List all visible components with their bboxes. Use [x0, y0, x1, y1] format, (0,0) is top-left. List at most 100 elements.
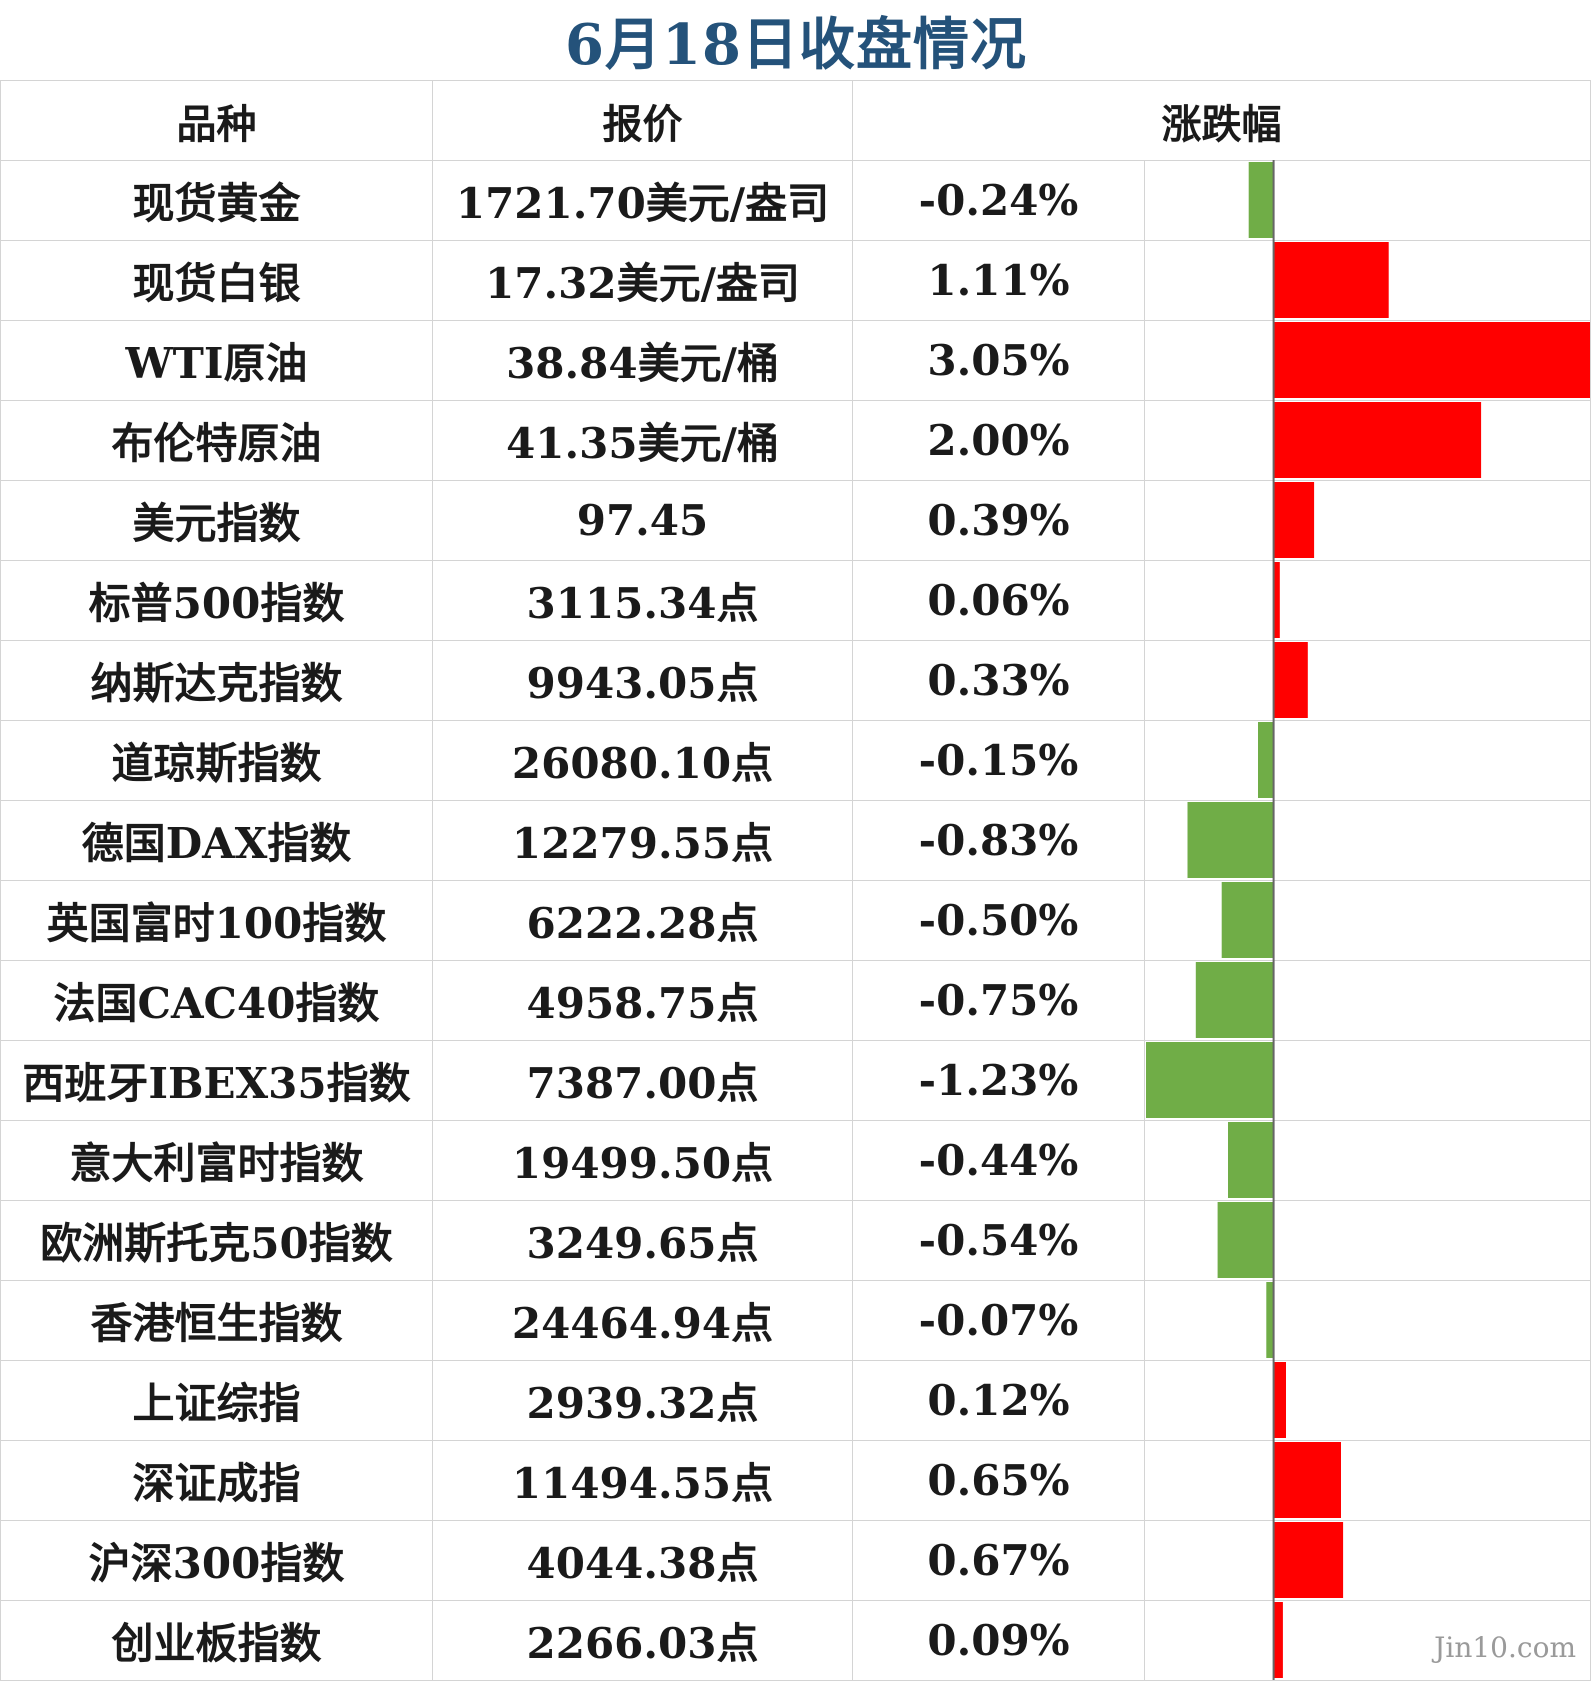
header-name: 品种: [0, 80, 433, 161]
row-bar-cell: [1144, 1600, 1591, 1681]
row-price: 38.84美元/桶: [432, 320, 853, 401]
row-name: 道琼斯指数: [0, 720, 433, 801]
row-price: 3249.65点: [432, 1200, 853, 1281]
table-row: 德国DAX指数 12279.55点 -0.83%: [0, 800, 1591, 881]
table-row: 西班牙IBEX35指数 7387.00点 -1.23%: [0, 1040, 1591, 1121]
row-bar-cell: [1144, 880, 1591, 961]
table-row: 美元指数 97.45 0.39%: [0, 480, 1591, 561]
row-bar-cell: [1144, 1520, 1591, 1601]
row-name: 法国CAC40指数: [0, 960, 433, 1041]
table-row: 香港恒生指数 24464.94点 -0.07%: [0, 1280, 1591, 1361]
row-change: -0.44%: [852, 1120, 1145, 1201]
table-row: 法国CAC40指数 4958.75点 -0.75%: [0, 960, 1591, 1041]
row-name: 美元指数: [0, 480, 433, 561]
table-row: 道琼斯指数 26080.10点 -0.15%: [0, 720, 1591, 801]
row-change: 2.00%: [852, 400, 1145, 481]
row-change: 0.33%: [852, 640, 1145, 721]
row-change: -1.23%: [852, 1040, 1145, 1121]
watermark: Jin10.com: [1434, 1631, 1576, 1664]
row-bar-cell: [1144, 1040, 1591, 1121]
row-name: 英国富时100指数: [0, 880, 433, 961]
page-title: 6月18日收盘情况: [565, 11, 1027, 78]
table-row: 上证综指 2939.32点 0.12%: [0, 1360, 1591, 1441]
row-price: 9943.05点: [432, 640, 853, 721]
row-change: 0.12%: [852, 1360, 1145, 1441]
row-bar-cell: [1144, 800, 1591, 881]
row-name: 香港恒生指数: [0, 1280, 433, 1361]
row-change: 0.65%: [852, 1440, 1145, 1521]
row-price: 2939.32点: [432, 1360, 853, 1441]
row-name: 创业板指数: [0, 1600, 433, 1681]
row-name: WTI原油: [0, 320, 433, 401]
table-row: 布伦特原油 41.35美元/桶 2.00%: [0, 400, 1591, 481]
table-row: WTI原油 38.84美元/桶 3.05%: [0, 320, 1591, 401]
row-change: 0.39%: [852, 480, 1145, 561]
row-bar-cell: [1144, 1200, 1591, 1281]
row-bar-cell: [1144, 560, 1591, 641]
row-change: 0.06%: [852, 560, 1145, 641]
row-price: 19499.50点: [432, 1120, 853, 1201]
table-row: 纳斯达克指数 9943.05点 0.33%: [0, 640, 1591, 721]
row-name: 意大利富时指数: [0, 1120, 433, 1201]
row-price: 11494.55点: [432, 1440, 853, 1521]
row-change: -0.07%: [852, 1280, 1145, 1361]
row-name: 标普500指数: [0, 560, 433, 641]
row-change: -0.50%: [852, 880, 1145, 961]
row-price: 12279.55点: [432, 800, 853, 881]
row-name: 德国DAX指数: [0, 800, 433, 881]
quotes-table: 品种 报价 涨跌幅 现货黄金 1721.70美元/盎司 -0.24% 现货白银 17.3…: [0, 80, 1591, 1681]
row-change: -0.15%: [852, 720, 1145, 801]
row-name: 布伦特原油: [0, 400, 433, 481]
row-change: -0.75%: [852, 960, 1145, 1041]
row-price: 26080.10点: [432, 720, 853, 801]
table-row: 现货黄金 1721.70美元/盎司 -0.24%: [0, 160, 1591, 241]
row-bar-cell: [1144, 400, 1591, 481]
header-price: 报价: [432, 80, 853, 161]
row-price: 97.45: [432, 480, 853, 561]
table-row: 意大利富时指数 19499.50点 -0.44%: [0, 1120, 1591, 1201]
row-price: 7387.00点: [432, 1040, 853, 1121]
row-bar-cell: [1144, 480, 1591, 561]
row-bar-cell: [1144, 240, 1591, 321]
row-price: 4958.75点: [432, 960, 853, 1041]
row-name: 欧洲斯托克50指数: [0, 1200, 433, 1281]
row-bar-cell: [1144, 960, 1591, 1041]
table-row: 标普500指数 3115.34点 0.06%: [0, 560, 1591, 641]
row-name: 沪深300指数: [0, 1520, 433, 1601]
row-name: 上证综指: [0, 1360, 433, 1441]
table-row: 英国富时100指数 6222.28点 -0.50%: [0, 880, 1591, 961]
row-bar-cell: [1144, 640, 1591, 721]
row-bar-cell: [1144, 1120, 1591, 1201]
table-body: 现货黄金 1721.70美元/盎司 -0.24% 现货白银 17.32美元/盎司 1.11…: [0, 160, 1591, 1681]
row-name: 现货黄金: [0, 160, 433, 241]
row-price: 2266.03点: [432, 1600, 853, 1681]
row-bar-cell: [1144, 1360, 1591, 1441]
row-name: 深证成指: [0, 1440, 433, 1521]
row-change: 1.11%: [852, 240, 1145, 321]
row-name: 现货白银: [0, 240, 433, 321]
row-price: 1721.70美元/盎司: [432, 160, 853, 241]
row-price: 4044.38点: [432, 1520, 853, 1601]
row-bar-cell: [1144, 160, 1591, 241]
table-row: 创业板指数 2266.03点 0.09%: [0, 1600, 1591, 1681]
row-bar-cell: [1144, 720, 1591, 801]
row-name: 纳斯达克指数: [0, 640, 433, 721]
table-row: 深证成指 11494.55点 0.65%: [0, 1440, 1591, 1521]
row-price: 41.35美元/桶: [432, 400, 853, 481]
table-row: 现货白银 17.32美元/盎司 1.11%: [0, 240, 1591, 321]
header-change: 涨跌幅: [852, 80, 1591, 161]
table-row: 欧洲斯托克50指数 3249.65点 -0.54%: [0, 1200, 1591, 1281]
row-change: -0.24%: [852, 160, 1145, 241]
row-price: 6222.28点: [432, 880, 853, 961]
table-row: 沪深300指数 4044.38点 0.67%: [0, 1520, 1591, 1601]
row-price: 3115.34点: [432, 560, 853, 641]
row-change: 0.67%: [852, 1520, 1145, 1601]
row-bar-cell: [1144, 1440, 1591, 1521]
row-price: 24464.94点: [432, 1280, 853, 1361]
row-change: -0.54%: [852, 1200, 1145, 1281]
row-change: 0.09%: [852, 1600, 1145, 1681]
row-price: 17.32美元/盎司: [432, 240, 853, 321]
row-change: 3.05%: [852, 320, 1145, 401]
row-name: 西班牙IBEX35指数: [0, 1040, 433, 1121]
